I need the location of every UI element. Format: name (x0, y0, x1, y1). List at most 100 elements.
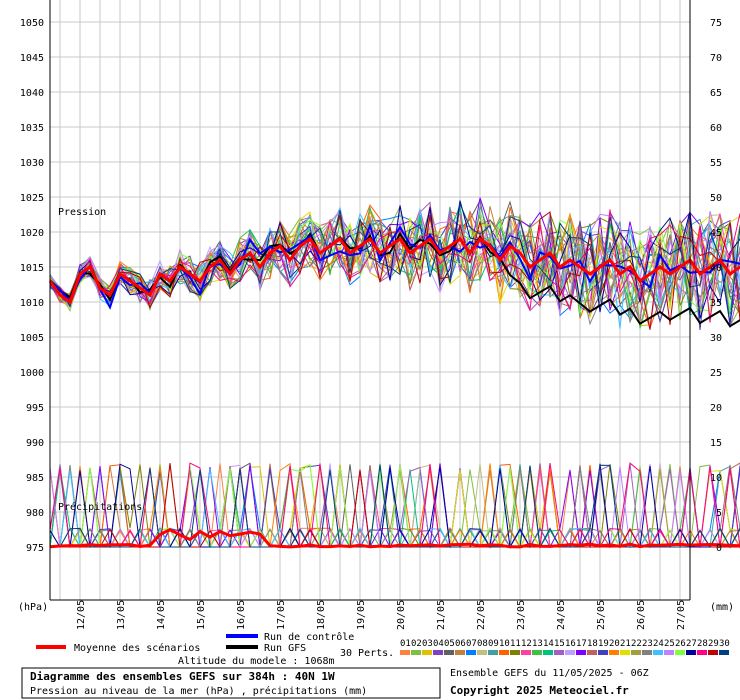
x-tick-label: 19/05 (356, 600, 367, 630)
right-tick-label: 5 (716, 508, 722, 519)
legend-perts-label: 30 Perts. (340, 648, 394, 659)
x-tick-label: 23/05 (516, 600, 527, 630)
pert-precip-line (50, 464, 740, 549)
right-tick-label: 45 (710, 228, 722, 239)
pert-legend-label: 16 (565, 639, 576, 649)
right-tick-label: 65 (710, 88, 722, 99)
pert-legend-label: 10 (499, 639, 510, 649)
pert-legend-swatch (642, 650, 652, 655)
mean-pressure-line (48, 236, 740, 305)
pert-legend-swatch (565, 650, 575, 655)
pert-legend-swatch (719, 650, 729, 655)
x-tick-label: 17/05 (276, 600, 287, 630)
pert-legend-label: 21 (620, 639, 631, 649)
pert-legend-label: 26 (675, 639, 686, 649)
pert-legend-label: 28 (697, 639, 708, 649)
pert-legend-label: 23 (642, 639, 653, 649)
pert-legend-swatch (510, 650, 520, 655)
right-tick-label: 70 (710, 53, 722, 64)
right-tick-label: 40 (710, 263, 722, 274)
right-tick-label: 15 (710, 438, 722, 449)
pert-legend-label: 04 (433, 639, 444, 649)
left-tick-label: 975 (26, 543, 44, 554)
left-tick-label: 980 (26, 508, 44, 519)
pert-pressure-line (49, 206, 740, 329)
left-unit-label: (hPa) (18, 602, 48, 613)
right-tick-label: 35 (710, 298, 722, 309)
x-tick-label: 25/05 (596, 600, 607, 630)
left-tick-label: 1005 (20, 333, 44, 344)
left-tick-label: 1015 (20, 263, 44, 274)
pert-legend-label: 03 (422, 639, 433, 649)
pert-legend-swatch (444, 650, 454, 655)
pert-legend-label: 06 (455, 639, 466, 649)
pert-legend-swatch (488, 650, 498, 655)
left-tick-label: 1000 (20, 368, 44, 379)
pert-legend-swatch (455, 650, 465, 655)
chart-subtitle: Pression au niveau de la mer (hPa) , pré… (30, 685, 367, 697)
pert-legend-label: 27 (686, 639, 697, 649)
pert-legend-swatch (433, 650, 443, 655)
pert-legend-swatch (521, 650, 531, 655)
pert-legend-swatch (587, 650, 597, 655)
pert-legend-label: 20 (609, 639, 620, 649)
run-info: Ensemble GEFS du 11/05/2025 - 06Z (450, 668, 649, 679)
left-tick-label: 1050 (20, 18, 44, 29)
pert-legend-swatch (466, 650, 476, 655)
right-tick-label: 25 (710, 368, 722, 379)
x-tick-label: 22/05 (476, 600, 487, 630)
x-tick-label: 27/05 (676, 600, 687, 630)
pert-legend-swatch (499, 650, 509, 655)
pert-legend-label: 17 (576, 639, 587, 649)
pert-legend-label: 25 (664, 639, 675, 649)
pert-legend-label: 01 (400, 639, 411, 649)
left-tick-label: 1025 (20, 193, 44, 204)
x-tick-label: 13/05 (116, 600, 127, 630)
perturbation-series (49, 197, 740, 331)
pert-legend-swatch (543, 650, 553, 655)
pert-legend-label: 24 (653, 639, 664, 649)
pert-legend-label: 05 (444, 639, 455, 649)
pert-legend-swatch (400, 650, 410, 655)
x-tick-label: 26/05 (636, 600, 647, 630)
right-tick-label: 50 (710, 193, 722, 204)
right-tick-label: 10 (710, 473, 722, 484)
pert-legend-label: 30 (719, 639, 730, 649)
pert-legend-label: 14 (543, 639, 554, 649)
pert-legend-swatch (664, 650, 674, 655)
left-tick-label: 985 (26, 473, 44, 484)
x-tick-label: 18/05 (316, 600, 327, 630)
pert-legend-swatch (477, 650, 487, 655)
left-tick-label: 1045 (20, 53, 44, 64)
pert-pressure-line (49, 197, 740, 325)
pert-legend-label: 18 (587, 639, 598, 649)
x-tick-label: 20/05 (396, 600, 407, 630)
right-tick-label: 30 (710, 333, 722, 344)
pert-legend: 01 02 03 04 05 06 07 08 09 10 11 12 13 14 15 16 17 18 19 20… (400, 639, 730, 655)
pert-legend-swatch (532, 650, 542, 655)
legend: Moyenne des scénarios Run de contrôle Ru… (36, 631, 730, 659)
left-tick-label: 1035 (20, 123, 44, 134)
right-tick-label: 20 (710, 403, 722, 414)
left-tick-label: 1030 (20, 158, 44, 169)
title-box (21, 667, 441, 699)
plot-grid (50, 0, 690, 600)
altitude-label: Altitude du modele : 1068m (178, 656, 335, 667)
pert-legend-label: 09 (488, 639, 499, 649)
legend-control-label: Run de contrôle (264, 631, 354, 643)
pert-legend-label: 22 (631, 639, 642, 649)
pert-legend-swatch (631, 650, 641, 655)
legend-mean-label: Moyenne des scénarios (74, 642, 200, 654)
pert-pressure-line (49, 209, 740, 323)
x-tick-label: 21/05 (436, 600, 447, 630)
pert-legend-swatch (411, 650, 421, 655)
x-tick-label: 15/05 (196, 600, 207, 630)
pert-legend-label: 19 (598, 639, 609, 649)
left-tick-label: 1010 (20, 298, 44, 309)
pert-pressure-line (49, 201, 740, 323)
pert-legend-swatch (620, 650, 630, 655)
pert-legend-swatch (609, 650, 619, 655)
right-tick-label: 0 (716, 543, 722, 554)
gfs-pressure-line (49, 231, 740, 328)
right-tick-label: 55 (710, 158, 722, 169)
